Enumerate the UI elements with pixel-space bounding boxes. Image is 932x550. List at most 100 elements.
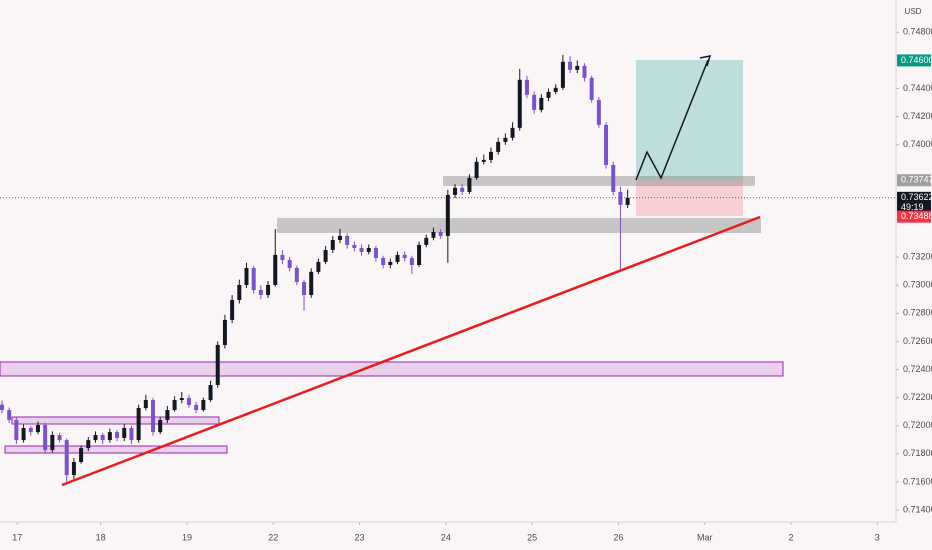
candle-body <box>273 254 278 285</box>
candle-body <box>424 237 429 245</box>
candle-body <box>366 248 371 252</box>
candle-body <box>71 462 76 476</box>
candle-body <box>388 261 393 266</box>
x-tick-label: 24 <box>441 532 451 542</box>
candle-body <box>453 187 458 195</box>
x-tick-label: 17 <box>12 532 22 542</box>
candle-body <box>417 244 422 266</box>
y-tick-label: 0.74800 <box>903 27 932 37</box>
candle-body <box>179 398 184 401</box>
trend-line <box>61 215 761 487</box>
price-label: 0.73488 <box>901 211 932 221</box>
candle-body <box>151 400 156 433</box>
price-label: 0.73747 <box>901 175 932 185</box>
arrow-head <box>699 55 712 67</box>
candle-body <box>230 299 235 320</box>
candle-body <box>251 267 256 291</box>
candle-body <box>79 448 84 463</box>
stop-zone <box>636 180 743 216</box>
candle-body <box>172 400 177 411</box>
candle-body <box>582 65 587 78</box>
candle-body <box>604 124 609 165</box>
candle-body <box>345 235 350 245</box>
support-zone <box>0 361 784 377</box>
candle-body <box>431 231 436 238</box>
candle-body <box>165 410 170 420</box>
candle-body <box>510 127 515 138</box>
candle-body <box>28 427 33 433</box>
candle-body <box>568 61 573 70</box>
drawings <box>0 60 784 454</box>
support-zone <box>4 445 228 454</box>
price-label-bg <box>897 54 931 67</box>
price-label-bg <box>897 174 931 187</box>
target-zone <box>636 60 743 180</box>
candle-body <box>481 159 486 162</box>
candle-body <box>611 164 616 192</box>
candle-body <box>302 282 307 295</box>
candle-body <box>381 257 386 266</box>
x-tick-label: 2 <box>789 532 794 542</box>
candle-body <box>143 400 148 409</box>
resistance-zone <box>443 176 755 186</box>
candle-body <box>35 425 40 433</box>
candles <box>0 54 630 485</box>
candle-body <box>158 419 163 433</box>
candle-body <box>373 248 378 258</box>
candle-body <box>445 194 450 236</box>
candle-body <box>474 161 479 178</box>
candle-body <box>129 427 134 441</box>
candle-body <box>330 239 335 250</box>
candle-body <box>309 271 314 295</box>
candle-body <box>266 284 271 295</box>
candle-body <box>194 404 199 411</box>
candle-body <box>222 319 227 345</box>
candle-body <box>395 254 400 262</box>
candle-body <box>532 94 537 110</box>
candle-body <box>7 410 12 420</box>
candle-body <box>208 385 213 401</box>
candle-body <box>575 65 580 70</box>
candle-body <box>237 284 242 300</box>
candle-body <box>136 408 141 441</box>
candle-body <box>64 440 69 476</box>
candle-body <box>316 261 321 272</box>
candle-body <box>258 290 263 295</box>
x-tick-label: 18 <box>96 532 106 542</box>
candle-body <box>496 141 501 152</box>
candle-body <box>546 91 551 98</box>
candle-body <box>517 79 522 128</box>
candle-body <box>503 137 508 142</box>
candle-body <box>625 197 630 205</box>
candle-body <box>352 244 357 249</box>
candle-body <box>115 432 120 438</box>
candle-body <box>21 427 26 441</box>
price-label-bg <box>897 210 931 223</box>
candle-body <box>122 427 127 438</box>
candle-body <box>280 254 285 260</box>
candle-body <box>186 398 191 405</box>
price-label: 0.74600 <box>901 55 932 65</box>
candle-body <box>294 267 299 283</box>
candle-body <box>287 259 292 268</box>
x-tick-label: Mar <box>697 532 713 542</box>
candle-body <box>100 435 105 441</box>
candle-body <box>201 400 206 411</box>
price-label-bg <box>897 191 931 214</box>
candle-body <box>215 344 220 386</box>
candle-body <box>0 404 4 411</box>
candle-body <box>323 249 328 262</box>
